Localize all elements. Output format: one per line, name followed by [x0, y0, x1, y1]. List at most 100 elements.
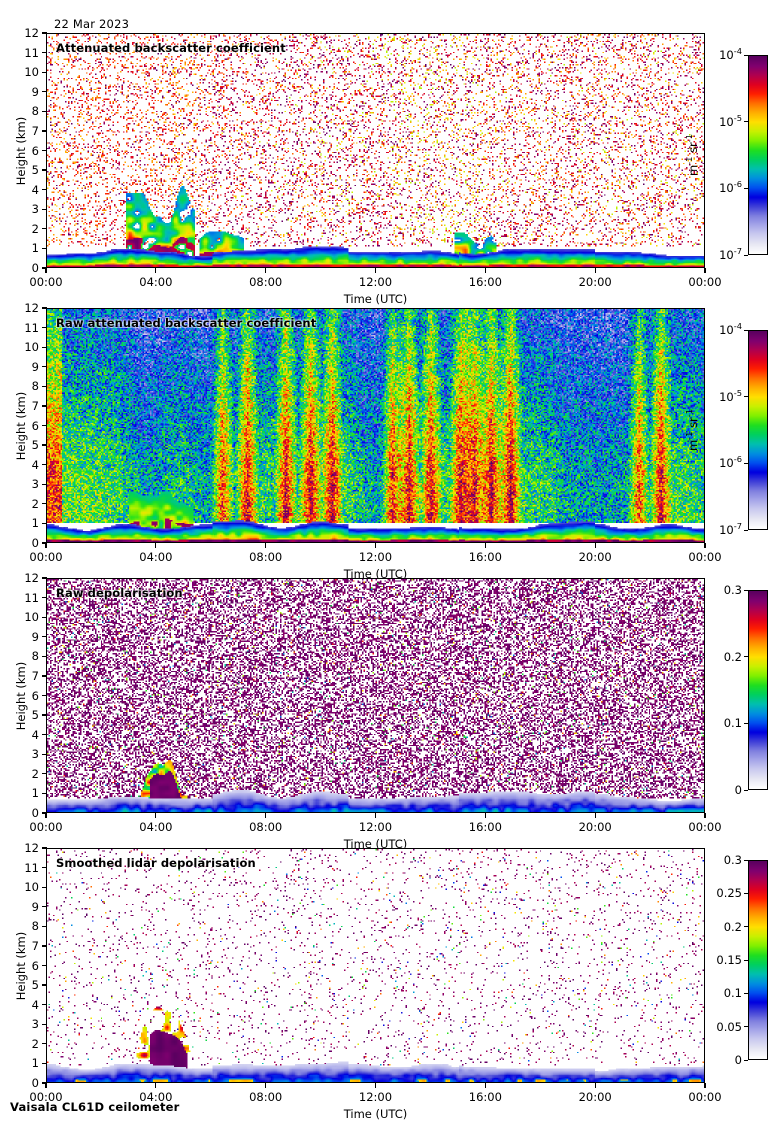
x-tick-label: 12:00	[358, 1090, 393, 1104]
colorbar-raw-attenuated-backscatter	[748, 330, 768, 530]
y-tick-label: 5	[31, 163, 39, 178]
y-tick-label: 7	[31, 123, 39, 138]
x-tick-mark	[374, 813, 377, 818]
panel-smoothed-lidar-depolarisation: Smoothed lidar depolarisation 0 1 2 3 4 5 6 7 8 9 1…	[0, 841, 780, 1143]
x-tick-label: 00:00	[688, 820, 722, 834]
colorbar-tick-mark	[744, 1059, 748, 1061]
y-tick-mark	[42, 1082, 47, 1084]
x-tick-label: 12:00	[358, 275, 393, 289]
colorbar-tick-label: 10-7	[719, 246, 742, 262]
y-tick-mark	[42, 32, 47, 34]
y-tick-label: 2	[31, 496, 39, 511]
y-tick-label: 4	[31, 182, 39, 197]
y-tick-mark	[42, 130, 47, 132]
colorbar-tick-label: 0	[734, 1053, 742, 1067]
colorbar-tick-label: 10-6	[719, 454, 742, 471]
colorbar-tick-label: 0.2	[723, 919, 742, 934]
y-tick-label: 12	[24, 571, 39, 585]
y-axis-title: Height (km)	[14, 661, 28, 730]
x-tick-label: 00:00	[688, 1090, 722, 1104]
y-tick-mark	[42, 812, 47, 814]
x-tick-label: 08:00	[249, 820, 283, 834]
y-tick-label: 4	[31, 727, 39, 742]
y-tick-mark	[42, 734, 47, 736]
colorbar-tick-mark	[744, 529, 748, 531]
y-axis-title: Height (km)	[14, 931, 28, 1000]
colorbar-tick-label: 10-4	[719, 46, 742, 62]
colorbar-tick-mark	[744, 1026, 748, 1028]
y-tick-mark	[42, 464, 47, 466]
y-tick-label: 6	[31, 143, 39, 158]
y-tick-label: 1	[31, 1056, 39, 1071]
y-tick-label: 8	[31, 379, 39, 394]
y-tick-label: 8	[31, 919, 39, 934]
colorbar-tick-label: 0.15	[716, 953, 742, 967]
y-tick-label: 4	[31, 457, 39, 472]
y-tick-mark	[42, 169, 47, 171]
y-tick-label: 11	[24, 45, 39, 60]
y-tick-label: 1	[31, 786, 39, 801]
panel-title-smoothed-lidar-depolarisation: Smoothed lidar depolarisation	[56, 856, 256, 870]
colorbar-tick-mark	[744, 462, 748, 464]
y-tick-mark	[42, 984, 47, 986]
x-tick-label: 00:00	[29, 1090, 63, 1104]
y-tick-mark	[42, 228, 47, 230]
y-tick-mark	[42, 444, 47, 446]
x-tick-label: 20:00	[578, 820, 612, 834]
y-tick-label: 9	[31, 84, 39, 99]
y-tick-mark	[42, 886, 47, 888]
y-tick-mark	[42, 208, 47, 210]
colorbar-tick-label: 10-4	[719, 321, 742, 337]
plot-area-attenuated-backscatter	[46, 33, 705, 268]
y-tick-label: 0	[31, 806, 39, 820]
y-tick-label: 1	[31, 241, 39, 256]
heatmap-canvas-attenuated-backscatter	[47, 34, 704, 267]
colorbar-tick-mark	[744, 187, 748, 189]
x-tick-label: 08:00	[249, 1090, 283, 1104]
y-tick-mark	[42, 405, 47, 407]
y-tick-mark	[42, 925, 47, 927]
x-tick-mark	[374, 543, 377, 548]
y-tick-label: 0	[31, 536, 39, 550]
colorbar-tick-mark	[744, 329, 748, 331]
x-tick-mark	[704, 1083, 706, 1088]
x-tick-mark	[265, 268, 267, 273]
y-tick-mark	[42, 110, 47, 112]
y-tick-mark	[42, 366, 47, 368]
y-tick-label: 0	[31, 1076, 39, 1090]
x-tick-label: 16:00	[468, 1090, 502, 1104]
y-tick-label: 7	[31, 668, 39, 683]
colorbar-tick-mark	[744, 926, 748, 928]
x-tick-mark	[155, 813, 157, 818]
x-tick-mark	[265, 543, 267, 548]
y-tick-mark	[42, 906, 47, 908]
panel-title-attenuated-backscatter: Attenuated backscatter coefficient	[56, 41, 286, 55]
x-tick-label: 08:00	[249, 550, 283, 564]
x-tick-label: 00:00	[29, 820, 63, 834]
plot-area-raw-attenuated-backscatter	[46, 308, 705, 543]
panel-title-raw-depolarisation: Raw depolarisation	[56, 586, 183, 600]
y-tick-mark	[42, 483, 47, 485]
y-tick-mark	[42, 945, 47, 947]
x-tick-mark	[45, 813, 47, 818]
x-tick-label: 00:00	[688, 550, 722, 564]
colorbar-tick-label: 0.25	[716, 886, 742, 901]
x-tick-mark	[45, 1083, 47, 1088]
x-tick-mark	[155, 543, 157, 548]
y-tick-label: 2	[31, 766, 39, 781]
y-tick-mark	[42, 675, 47, 677]
y-tick-label: 5	[31, 708, 39, 723]
colorbar-tick-label: 0.1	[723, 986, 742, 1001]
colorbar-tick-label: 0.05	[716, 1019, 742, 1034]
x-tick-mark	[484, 268, 486, 273]
y-axis-title: Height (km)	[14, 116, 28, 185]
y-tick-label: 0	[31, 261, 39, 275]
colorbar-unit-label: m-1 sr-1	[684, 133, 700, 177]
y-tick-label: 6	[31, 958, 39, 973]
x-tick-mark	[704, 813, 706, 818]
y-tick-label: 10	[24, 880, 39, 895]
y-axis-title: Height (km)	[14, 391, 28, 460]
x-tick-label: 04:00	[139, 1090, 173, 1104]
x-tick-mark	[704, 268, 706, 273]
x-tick-mark	[374, 1083, 377, 1088]
